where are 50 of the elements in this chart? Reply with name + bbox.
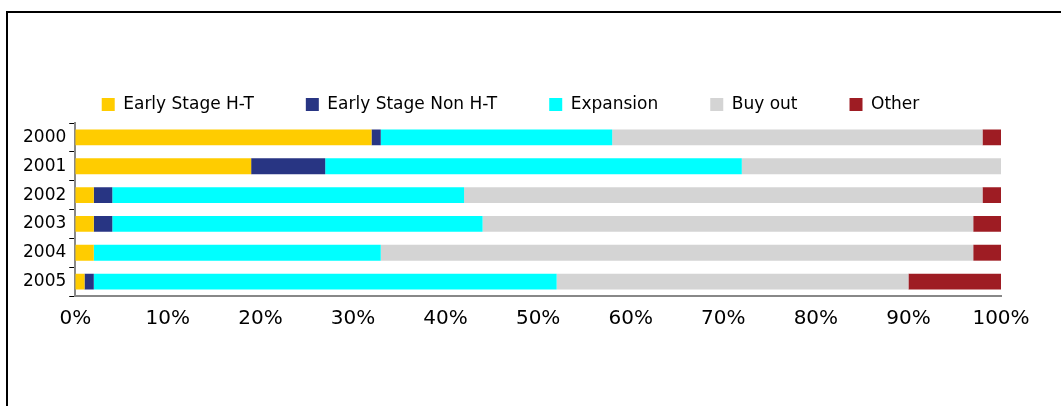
legend-label: Early Stage H-T bbox=[123, 92, 255, 113]
bar bbox=[75, 215, 94, 232]
bar bbox=[973, 215, 1001, 232]
bar bbox=[612, 129, 983, 146]
bar bbox=[93, 273, 557, 290]
legend-label: Early Stage Non H-T bbox=[327, 92, 498, 113]
x-tick-label: 100% bbox=[972, 305, 1030, 330]
bar bbox=[380, 244, 974, 261]
x-tick-label: 70% bbox=[701, 305, 746, 330]
bar bbox=[325, 158, 742, 175]
y-tick-label: 2004 bbox=[23, 241, 67, 262]
x-tick-label: 0% bbox=[59, 305, 92, 330]
y-tick-label: 2000 bbox=[23, 125, 67, 146]
bar bbox=[556, 273, 909, 290]
bar bbox=[75, 187, 94, 204]
x-tick-label: 20% bbox=[238, 305, 283, 330]
legend-label: Other bbox=[871, 92, 920, 113]
bar bbox=[371, 129, 381, 146]
y-tick-label: 2002 bbox=[23, 183, 67, 204]
x-tick-label: 10% bbox=[145, 305, 191, 330]
bar bbox=[982, 187, 1001, 204]
bar bbox=[75, 129, 372, 146]
bar bbox=[112, 215, 483, 232]
x-tick-label: 30% bbox=[330, 305, 376, 330]
bar bbox=[112, 187, 465, 204]
bar bbox=[75, 244, 94, 261]
bar bbox=[982, 129, 1001, 146]
y-tick-label: 2001 bbox=[23, 154, 67, 175]
y-tick-label: 2003 bbox=[23, 212, 67, 233]
bar bbox=[75, 158, 252, 175]
y-tick-label: 2005 bbox=[23, 270, 67, 291]
bar bbox=[75, 273, 85, 290]
x-tick-label: 50% bbox=[515, 305, 561, 330]
bar bbox=[84, 273, 94, 290]
x-tick-label: 80% bbox=[793, 305, 839, 330]
bar bbox=[93, 215, 113, 232]
x-tick-label: 60% bbox=[608, 305, 653, 330]
x-tick-label: 90% bbox=[886, 305, 931, 330]
bar bbox=[380, 129, 613, 146]
legend-label: Expansion bbox=[570, 92, 659, 113]
bar bbox=[482, 215, 974, 232]
bar bbox=[251, 158, 326, 175]
bar bbox=[464, 187, 983, 204]
bar bbox=[973, 244, 1001, 261]
bar bbox=[93, 244, 381, 261]
bar bbox=[741, 158, 1001, 175]
legend-label: Buy out bbox=[731, 92, 798, 113]
bar bbox=[908, 273, 1001, 290]
bar bbox=[93, 187, 113, 204]
x-tick-label: 40% bbox=[423, 305, 468, 330]
